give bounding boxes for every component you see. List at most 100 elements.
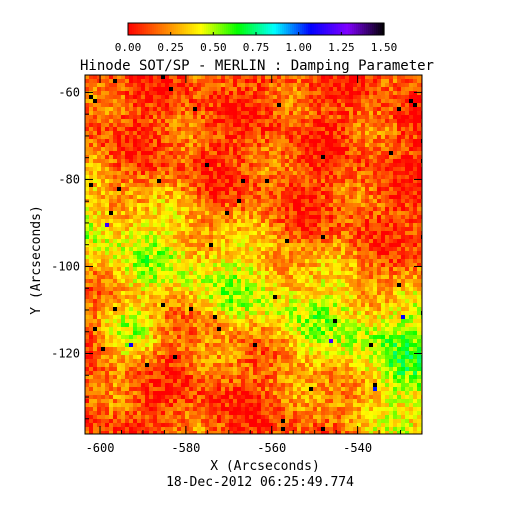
heatmap-cell	[193, 107, 197, 111]
heatmap-cell	[277, 115, 281, 119]
heatmap-cell	[337, 271, 341, 275]
heatmap-cell	[373, 167, 377, 171]
heatmap-cell	[205, 251, 209, 255]
heatmap-cell	[149, 207, 153, 211]
heatmap-cell	[329, 271, 333, 275]
heatmap-cell	[313, 295, 317, 299]
heatmap-cell	[381, 159, 385, 163]
heatmap-cell	[161, 167, 165, 171]
heatmap-cell	[305, 183, 309, 187]
heatmap-cell	[393, 167, 397, 171]
heatmap-cell	[269, 283, 273, 287]
heatmap-cell	[189, 199, 193, 203]
colorbar-segment	[246, 23, 249, 35]
heatmap-cell	[121, 271, 125, 275]
heatmap-cell	[129, 283, 133, 287]
heatmap-cell	[189, 187, 193, 191]
heatmap-cell	[133, 263, 137, 267]
heatmap-cell	[241, 175, 245, 179]
heatmap-cell	[109, 151, 113, 155]
heatmap-cell	[177, 87, 181, 91]
heatmap-cell	[281, 275, 285, 279]
heatmap-cell	[301, 159, 305, 163]
heatmap-cell	[177, 127, 181, 131]
heatmap-cell	[269, 287, 273, 291]
heatmap-cell	[365, 167, 369, 171]
heatmap-cell	[261, 279, 265, 283]
heatmap-cell	[417, 271, 421, 275]
heatmap-cell	[357, 147, 361, 151]
heatmap-cell	[377, 295, 381, 299]
heatmap-cell	[165, 223, 169, 227]
heatmap-cell	[361, 103, 365, 107]
heatmap-cell	[97, 291, 101, 295]
heatmap-cell	[325, 235, 329, 239]
heatmap-cell	[345, 215, 349, 219]
heatmap-cell	[385, 251, 389, 255]
heatmap-cell	[289, 199, 293, 203]
heatmap-cell	[337, 199, 341, 203]
heatmap-cell	[237, 295, 241, 299]
heatmap-cell	[205, 239, 209, 243]
heatmap-cell	[157, 207, 161, 211]
heatmap-cell	[201, 151, 205, 155]
heatmap-cell	[229, 267, 233, 271]
heatmap-cell	[313, 87, 317, 91]
heatmap-cell	[149, 139, 153, 143]
heatmap-cell	[129, 255, 133, 259]
heatmap-cell	[177, 223, 181, 227]
heatmap-cell	[221, 95, 225, 99]
heatmap-cell	[405, 263, 409, 267]
heatmap-cell	[101, 283, 105, 287]
colorbar-segment	[206, 23, 209, 35]
heatmap-cell	[85, 223, 89, 227]
heatmap-cell	[253, 191, 257, 195]
heatmap-cell	[117, 79, 121, 83]
heatmap-cell	[273, 151, 277, 155]
heatmap-cell	[185, 227, 189, 231]
heatmap-cell	[265, 91, 269, 95]
colorbar-segment	[304, 23, 307, 35]
heatmap-cell	[337, 191, 341, 195]
heatmap-cell	[117, 215, 121, 219]
heatmap-cell	[349, 75, 353, 79]
heatmap-cell	[213, 175, 217, 179]
heatmap-cell	[201, 175, 205, 179]
heatmap-cell	[125, 155, 129, 159]
heatmap-cell	[261, 255, 265, 259]
heatmap-cell	[145, 239, 149, 243]
heatmap-cell	[341, 239, 345, 243]
heatmap-cell	[289, 299, 293, 303]
heatmap-cell	[417, 75, 421, 79]
colorbar-segment	[242, 23, 245, 35]
heatmap-cell	[357, 135, 361, 139]
heatmap-cell	[357, 171, 361, 175]
heatmap-cell	[253, 139, 257, 143]
heatmap-cell	[245, 79, 249, 83]
heatmap-cell	[305, 103, 309, 107]
heatmap-cell	[153, 135, 157, 139]
heatmap-cell	[181, 147, 185, 151]
heatmap-cell	[369, 167, 373, 171]
heatmap-cell	[133, 283, 137, 287]
heatmap-cell	[373, 103, 377, 107]
heatmap-cell	[173, 219, 177, 223]
heatmap-cell	[205, 171, 209, 175]
heatmap-cell	[417, 103, 421, 107]
heatmap-cell	[213, 271, 217, 275]
heatmap-cell	[241, 111, 245, 115]
heatmap-cell	[161, 287, 165, 291]
heatmap-cell	[413, 175, 417, 179]
heatmap-cell	[197, 103, 201, 107]
heatmap-cell	[197, 251, 201, 255]
heatmap-cell	[301, 183, 305, 187]
heatmap-cell	[377, 83, 381, 87]
heatmap-cell	[301, 299, 305, 303]
heatmap-cell	[157, 279, 161, 283]
heatmap-cell	[245, 287, 249, 291]
heatmap-cell	[181, 267, 185, 271]
heatmap-cell	[97, 179, 101, 183]
heatmap-cell	[289, 239, 293, 243]
heatmap-cell	[169, 119, 173, 123]
heatmap-cell	[337, 183, 341, 187]
